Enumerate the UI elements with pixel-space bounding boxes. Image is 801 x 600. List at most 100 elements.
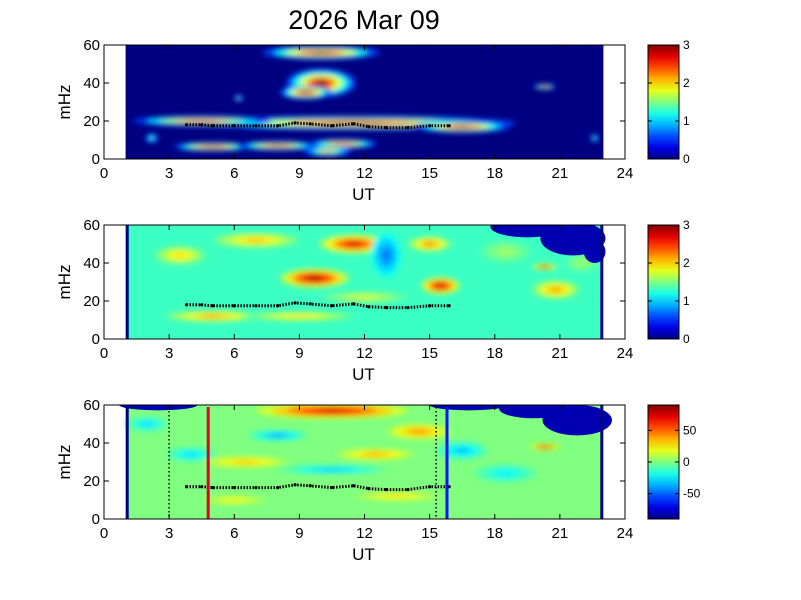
y-tick-label: 20	[83, 113, 100, 130]
x-tick-label: 12	[356, 345, 373, 362]
ridge-point	[367, 487, 371, 491]
heatmap-blob-4-level-4	[271, 434, 284, 437]
heatmap-blob-2-level-4	[452, 125, 472, 128]
ridge-point	[330, 124, 334, 128]
heatmap-blob-2-level-4	[436, 284, 445, 288]
ridge-point	[330, 304, 334, 308]
heatmap-blob-11-level-4	[237, 97, 240, 99]
colorbar-tick-label: 3	[683, 218, 690, 232]
heatmap-blob-6-level-4	[204, 145, 221, 148]
colorbar-scale	[647, 224, 680, 340]
x-tick-label: 21	[552, 345, 569, 362]
ridge-point	[406, 487, 410, 492]
ridge-point	[232, 124, 236, 128]
y-tick-label: 40	[83, 435, 100, 452]
x-tick-label: 0	[100, 525, 108, 542]
ridge-point	[384, 487, 388, 492]
extent-edge-left	[125, 405, 129, 519]
colorbar: -50 0 50	[647, 404, 701, 520]
heatmap-background	[125, 45, 604, 159]
heatmap-blob-10-level-4	[383, 250, 390, 260]
ridge-point	[293, 121, 297, 125]
x-axis-label: UT	[352, 185, 375, 204]
y-axis-label: mHz	[55, 265, 74, 300]
x-tick-label: 15	[421, 165, 438, 182]
colorbar-tick-label: 2	[683, 256, 690, 270]
x-tick-label: 12	[356, 525, 373, 542]
ridge-point	[232, 486, 236, 490]
heatmap-blob-5-level-4	[309, 51, 333, 54]
ridge-line	[184, 301, 451, 310]
x-tick-label: 12	[356, 165, 373, 182]
ridge-point	[308, 122, 312, 126]
x-tick-label: 3	[165, 345, 173, 362]
ridge-point	[428, 485, 432, 489]
x-tick-label: 24	[617, 345, 634, 362]
y-tick-label: 40	[83, 75, 100, 92]
heatmap-blob-13-level-4	[593, 137, 596, 139]
x-axis-label: UT	[352, 365, 375, 384]
ridge-point	[200, 303, 204, 307]
extent-edge-right	[600, 225, 604, 339]
heatmap-blob-8-level-4	[542, 266, 548, 268]
x-tick-label: 3	[165, 525, 173, 542]
heatmap-blob-10-level-4	[542, 86, 547, 88]
ridge-point	[254, 304, 258, 308]
ridge-point	[276, 124, 280, 128]
chart-title: 2026 Mar 09	[288, 5, 440, 35]
panel-3: 0 3 6 9 12 15 18 21 24 0 20 40 60 UT mHz -50 0 50	[55, 397, 701, 564]
y-axis-label: mHz	[55, 85, 74, 120]
heatmap-field	[119, 405, 612, 519]
heatmap-blob-11-level-4	[355, 296, 374, 299]
ridge-line	[184, 121, 451, 130]
x-tick-label: 0	[100, 345, 108, 362]
ridge-point	[367, 125, 371, 129]
y-tick-label: 60	[83, 217, 100, 234]
heatmap-blob-4-level-4	[247, 238, 265, 242]
ridge-point	[254, 486, 258, 490]
extent-edge-left	[125, 225, 129, 339]
extent-edge-left	[125, 45, 129, 159]
heatmap-blob-9-level-4	[541, 446, 548, 448]
ridge-point	[428, 304, 432, 308]
ridge-point	[352, 302, 356, 306]
colorbar-tick-label: 0	[683, 332, 690, 346]
heatmap-blobs	[153, 232, 599, 322]
x-tick-label: 6	[230, 525, 238, 542]
y-tick-label: 60	[83, 37, 100, 54]
heatmap-field	[125, 225, 606, 339]
low-power-mask	[119, 405, 612, 436]
colorbar-tick-label: 3	[683, 38, 690, 52]
heatmap-blob-9-level-4	[550, 287, 561, 292]
mask-region-3	[542, 405, 612, 436]
extent-edge-right	[600, 45, 604, 159]
ridge-point	[428, 124, 432, 128]
heatmap-blob-12-level-4	[500, 249, 511, 254]
x-tick-label: 9	[295, 525, 303, 542]
x-tick-label: 6	[230, 165, 238, 182]
y-axis-label: mHz	[55, 445, 74, 480]
ridge-point	[210, 304, 215, 308]
colorbar-tick-label: 0	[683, 455, 690, 469]
heatmap-blob-3-level-4	[314, 80, 329, 86]
heatmap-blob-0-level-4	[307, 276, 322, 281]
ridge-line	[184, 483, 451, 492]
ridge-point	[254, 124, 258, 128]
heatmap-blob-6-level-4	[185, 452, 197, 456]
x-tick-label: 15	[421, 525, 438, 542]
colorbar-tick-label: 50	[683, 423, 697, 437]
heatmap-blob-8-level-4	[335, 142, 350, 145]
ridge-point	[352, 484, 356, 488]
colorbar-tick-label: 0	[683, 152, 690, 166]
colorbar-tick-label: 1	[683, 114, 690, 128]
colorbar-tick-label: 2	[683, 76, 690, 90]
colorbar-scale	[647, 404, 680, 520]
ridge-point	[232, 304, 236, 308]
x-tick-label: 24	[617, 165, 634, 182]
ridge-point	[367, 305, 371, 309]
ridge-point	[308, 484, 312, 488]
x-tick-label: 6	[230, 345, 238, 362]
ridge-point	[184, 123, 189, 127]
